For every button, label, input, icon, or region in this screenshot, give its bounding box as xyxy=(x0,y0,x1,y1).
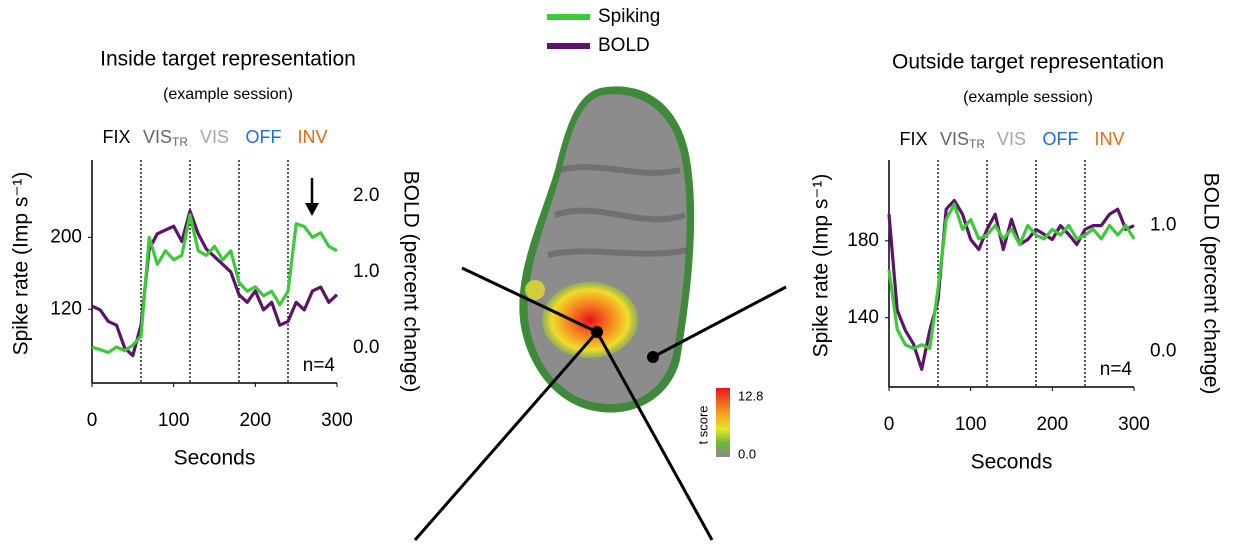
colorbar xyxy=(716,388,730,457)
y2-tick-label: 1.0 xyxy=(353,261,379,282)
x-tick-label: 0 xyxy=(87,410,98,431)
x-axis-label: Seconds xyxy=(174,447,256,470)
chart-title: Outside target representation xyxy=(892,51,1164,74)
x-tick-label: 200 xyxy=(239,410,271,431)
y2-tick-label: 1.0 xyxy=(1150,215,1176,236)
colorbar-min: 0.0 xyxy=(738,446,756,461)
figure: 12.8 0.0 t score Spiking BOLD Inside tar… xyxy=(0,0,1235,547)
y-axis-label: Spike rate (Imp s⁻¹) xyxy=(10,172,33,356)
phase-label-text: VIS xyxy=(200,127,229,147)
x-tick-label: 100 xyxy=(955,414,987,435)
phase-label: VISTR xyxy=(940,129,985,151)
phase-label: VIS xyxy=(997,129,1026,149)
legend-label: BOLD xyxy=(598,35,650,56)
colorbar-label: t score xyxy=(695,405,710,444)
phase-label-text: OFF xyxy=(246,127,282,147)
phase-label: INV xyxy=(1094,129,1124,149)
y2-tick-label: 0.0 xyxy=(1150,341,1176,362)
x-tick-label: 300 xyxy=(1118,414,1150,435)
annotation: n=4 xyxy=(303,355,336,376)
phase-label-text: VIS xyxy=(143,127,172,147)
phase-label-text: VIS xyxy=(997,129,1026,149)
annotation: n=4 xyxy=(1100,359,1133,380)
x-tick-label: 0 xyxy=(884,414,895,435)
x-axis-label: Seconds xyxy=(971,451,1053,474)
colorbar-max: 12.8 xyxy=(738,388,763,403)
phase-label: VIS xyxy=(200,127,229,147)
y-tick-label: 180 xyxy=(847,230,879,251)
legend-label: Spiking xyxy=(598,6,660,27)
y-axis-label: Spike rate (Imp s⁻¹) xyxy=(810,174,833,358)
phase-label: OFF xyxy=(1043,129,1079,149)
y2-axis-label: BOLD (percent change) xyxy=(399,171,422,393)
phase-label: OFF xyxy=(246,127,282,147)
y-tick-label: 200 xyxy=(50,226,82,247)
data-line xyxy=(92,211,337,356)
data-line xyxy=(92,215,337,353)
chart-subtitle: (example session) xyxy=(163,86,293,103)
y2-tick-label: 0.0 xyxy=(353,337,379,358)
phase-label-text: INV xyxy=(1094,129,1124,149)
y2-tick-label: 2.0 xyxy=(353,185,379,206)
data-line xyxy=(889,200,1134,369)
chart-title: Inside target representation xyxy=(100,48,356,71)
phase-label: FIX xyxy=(899,129,927,149)
chart-subtitle: (example session) xyxy=(963,89,1093,106)
phase-label-text: FIX xyxy=(102,127,130,147)
arrow xyxy=(305,178,319,216)
y-tick-label: 140 xyxy=(847,307,879,328)
x-tick-label: 100 xyxy=(158,410,190,431)
y2-axis-label: BOLD (percent change) xyxy=(1199,173,1222,395)
x-tick-label: 200 xyxy=(1036,414,1068,435)
phase-label-text: FIX xyxy=(899,129,927,149)
y-tick-label: 120 xyxy=(50,298,82,319)
phase-label-text: VIS xyxy=(940,129,969,149)
phase-label-sub: TR xyxy=(172,135,188,149)
brain-image xyxy=(415,86,786,540)
phase-label: INV xyxy=(297,127,327,147)
x-tick-label: 300 xyxy=(321,410,353,431)
phase-label-text: INV xyxy=(297,127,327,147)
phase-label: FIX xyxy=(102,127,130,147)
phase-label-text: OFF xyxy=(1043,129,1079,149)
phase-label: VISTR xyxy=(143,127,188,149)
phase-label-sub: TR xyxy=(969,137,985,151)
